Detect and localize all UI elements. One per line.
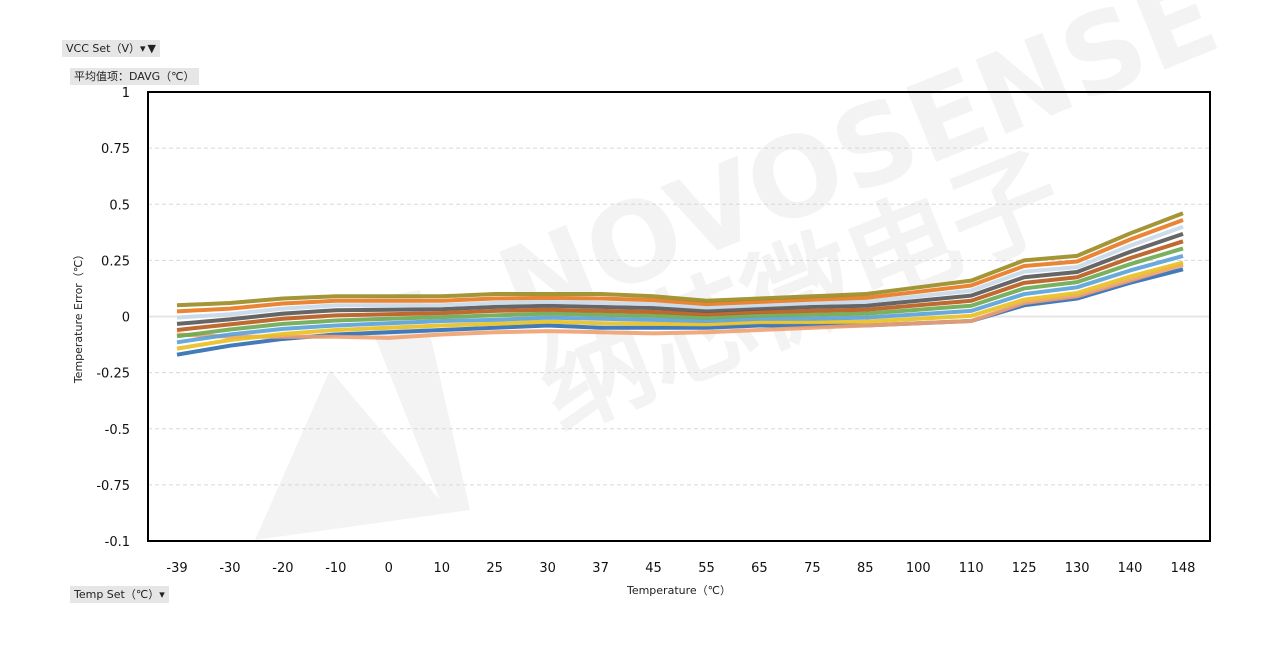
- x-tick-label: 125: [1012, 561, 1037, 576]
- x-tick-label: 85: [857, 561, 874, 576]
- x-tick-label: 148: [1171, 561, 1196, 576]
- y-tick-label: -0.25: [96, 367, 130, 382]
- series-line-1: [176, 262, 1184, 340]
- x-tick-label: -20: [272, 561, 293, 576]
- vcc-set-filter-button[interactable]: VCC Set（V）▾ ▼: [62, 40, 160, 57]
- x-tick-label: 140: [1118, 561, 1143, 576]
- x-tick-label: -30: [219, 561, 240, 576]
- series-line-3: [176, 253, 1184, 345]
- x-tick-label: 10: [433, 561, 450, 576]
- y-tick-label: -0.1: [105, 535, 130, 550]
- x-axis-label: Temperature（℃）: [626, 584, 731, 597]
- x-tick-label: -39: [166, 561, 187, 576]
- x-tick-label: 45: [645, 561, 662, 576]
- x-tick-label: 25: [486, 561, 503, 576]
- series-line-4: [176, 246, 1184, 339]
- y-tick-label: 0.5: [109, 198, 130, 213]
- x-tick-label: -10: [325, 561, 346, 576]
- series-line-7: [176, 224, 1184, 320]
- series-line-6: [176, 231, 1184, 326]
- x-tick-label: 130: [1065, 561, 1090, 576]
- series-line-5: [176, 239, 1184, 332]
- series-line-9: [176, 211, 1184, 308]
- y-tick-label: 1: [122, 86, 130, 101]
- y-axis-label: Temperature Error（℃）: [72, 249, 85, 384]
- series-line-8: [176, 218, 1184, 314]
- y-tick-label: 0.25: [101, 254, 130, 269]
- y-tick-label: 0.75: [101, 142, 130, 157]
- y-tick-label: -0.75: [96, 479, 130, 494]
- plot-frame: [147, 91, 1211, 542]
- x-tick-label: 100: [906, 561, 931, 576]
- x-tick-label: 110: [959, 561, 984, 576]
- y-tick-label: 0: [122, 311, 130, 326]
- x-tick-label: 55: [698, 561, 715, 576]
- vcc-set-label: VCC Set（V）▾: [66, 42, 146, 55]
- temp-set-axis-button[interactable]: Temp Set（℃）▾: [70, 586, 169, 603]
- x-tick-label: 37: [592, 561, 609, 576]
- x-tick-label: 0: [385, 561, 393, 576]
- x-tick-label: 75: [804, 561, 821, 576]
- filter-icon[interactable]: ▼: [147, 42, 156, 55]
- x-tick-label: 30: [539, 561, 556, 576]
- series-line-2: [176, 260, 1184, 351]
- x-tick-label: 65: [751, 561, 768, 576]
- average-field-label: 平均值项：DAVG（℃）: [70, 68, 199, 85]
- y-tick-label: -0.5: [105, 423, 130, 438]
